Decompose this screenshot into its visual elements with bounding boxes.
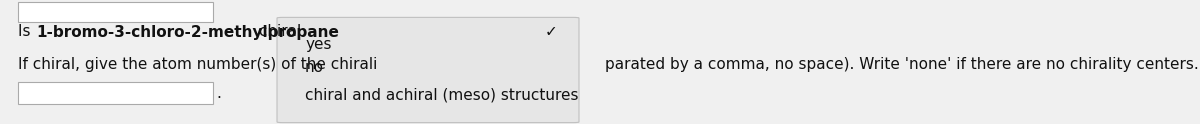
Text: yes: yes [305,37,331,52]
Text: no: no [305,61,324,76]
FancyBboxPatch shape [277,17,580,123]
Text: If chiral, give the atom number(s) of the chirali: If chiral, give the atom number(s) of th… [18,58,377,73]
Text: .: . [216,86,221,100]
Text: chiral: chiral [254,25,301,40]
Text: Is: Is [18,25,35,40]
Text: ✓: ✓ [545,25,558,40]
Text: chiral and achiral (meso) structures: chiral and achiral (meso) structures [305,88,578,103]
Text: 1-bromo-3-chloro-2-methylpropane: 1-bromo-3-chloro-2-methylpropane [37,25,340,40]
Text: parated by a comma, no space). Write 'none' if there are no chirality centers.: parated by a comma, no space). Write 'no… [605,58,1199,73]
FancyBboxPatch shape [18,82,214,104]
FancyBboxPatch shape [18,2,214,22]
